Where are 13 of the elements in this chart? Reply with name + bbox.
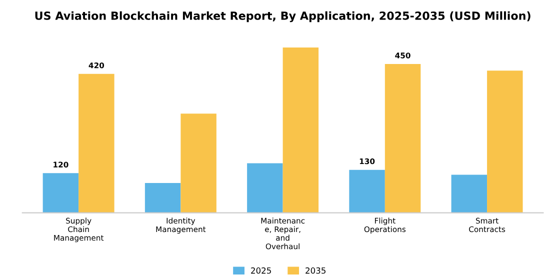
legend-label: 2025 — [251, 267, 271, 274]
bar — [78, 74, 114, 213]
bar — [180, 114, 216, 213]
bar — [349, 170, 385, 213]
bar — [282, 47, 319, 213]
bar — [247, 163, 283, 213]
bar — [144, 183, 181, 213]
bar — [451, 174, 488, 213]
bar — [384, 64, 421, 213]
chart-title: US Aviation Blockchain Market Report, By Application, 2025-2035 (USD Million) — [35, 11, 530, 22]
bar — [487, 70, 523, 213]
legend-label: 2035 — [306, 267, 326, 274]
bar — [42, 173, 79, 213]
